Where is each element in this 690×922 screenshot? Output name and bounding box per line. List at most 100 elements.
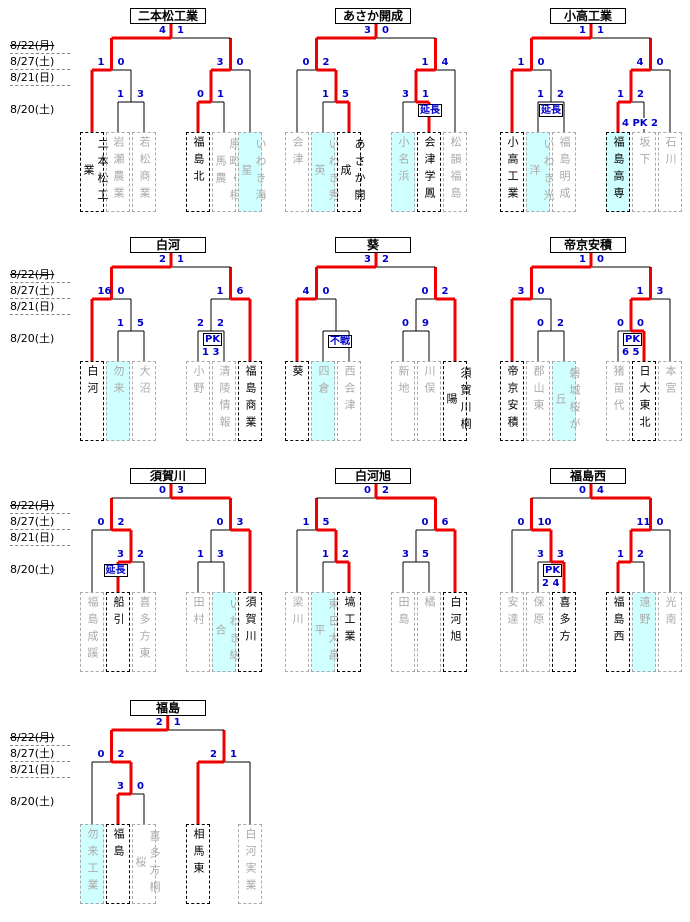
team-card[interactable]: 東日大昌平 bbox=[311, 592, 340, 672]
team-card[interactable]: 石川 bbox=[658, 132, 682, 212]
team-card[interactable]: いわき総合 bbox=[212, 592, 241, 672]
team-card[interactable]: 坂下 bbox=[632, 132, 656, 212]
semi-score: 0 bbox=[537, 57, 545, 68]
team-card[interactable]: 遠野 bbox=[632, 592, 656, 672]
team-card[interactable]: 原町・相馬農 bbox=[212, 132, 241, 212]
final-score-right: 0 bbox=[382, 25, 389, 36]
team-card[interactable]: 橘 bbox=[417, 592, 441, 672]
team-card[interactable]: 福島明成 bbox=[552, 132, 576, 212]
qf-score: 9 bbox=[422, 318, 429, 329]
team-card[interactable]: 二本松工業 bbox=[80, 132, 109, 212]
team-card[interactable]: 四倉 bbox=[311, 361, 335, 441]
bracket-winner-title: 小高工業 bbox=[550, 8, 626, 24]
final-score-left: 3 bbox=[364, 254, 371, 265]
team-name: いわき秀英 bbox=[313, 138, 340, 206]
team-card[interactable]: 勿来 bbox=[106, 361, 130, 441]
team-card[interactable]: 大沼 bbox=[132, 361, 156, 441]
team-card[interactable]: 葵 bbox=[285, 361, 309, 441]
team-card[interactable]: あさか開成 bbox=[337, 132, 366, 212]
bracket-winner-title: 葵 bbox=[335, 237, 411, 253]
team-name: 福島北 bbox=[192, 136, 205, 187]
date-label: 8/27(土) bbox=[10, 515, 55, 528]
team-card[interactable]: 郡山東 bbox=[526, 361, 550, 441]
team-card[interactable]: 若松商業 bbox=[132, 132, 156, 212]
team-card[interactable]: 保原 bbox=[526, 592, 550, 672]
team-card[interactable]: 勿来工業 bbox=[80, 824, 104, 904]
team-card[interactable]: 光南 bbox=[658, 592, 682, 672]
match-note: 1 3 bbox=[201, 347, 221, 358]
team-name: 岩瀬農業 bbox=[112, 136, 125, 204]
match-note: PK bbox=[203, 333, 223, 346]
team-card[interactable]: 猪苗代 bbox=[606, 361, 630, 441]
team-card[interactable]: 清陵情報 bbox=[212, 361, 236, 441]
team-card[interactable]: 喜多方 bbox=[552, 592, 576, 672]
team-card[interactable]: 西会津 bbox=[337, 361, 361, 441]
bracket-winner-title: 二本松工業 bbox=[130, 8, 206, 24]
team-card[interactable]: 磐城桜が丘 bbox=[552, 361, 581, 441]
team-name: 喜多方 bbox=[558, 596, 571, 647]
team-name: 福島明成 bbox=[558, 136, 571, 204]
team-card[interactable]: 喜多方東 bbox=[132, 592, 156, 672]
final-score-left: 3 bbox=[364, 25, 371, 36]
qf-score: 0 bbox=[137, 781, 144, 792]
team-card[interactable]: いわき光洋 bbox=[526, 132, 555, 212]
team-card[interactable]: 須賀川 bbox=[238, 592, 262, 672]
semi-score: 1 bbox=[517, 57, 525, 68]
team-card[interactable]: 白河 bbox=[80, 361, 104, 441]
date-label: 8/21(日) bbox=[10, 763, 55, 776]
qf-score: 1 bbox=[322, 89, 329, 100]
semi-score: 1 bbox=[230, 749, 237, 760]
team-card[interactable]: いわき海星 bbox=[238, 132, 267, 212]
team-card[interactable]: 小名浜 bbox=[391, 132, 415, 212]
team-card[interactable]: 船引 bbox=[106, 592, 130, 672]
team-card[interactable]: 相馬東 bbox=[186, 824, 210, 904]
team-card[interactable]: いわき秀英 bbox=[311, 132, 340, 212]
team-card[interactable]: 小高工業 bbox=[500, 132, 524, 212]
semi-score: 3 bbox=[656, 286, 664, 297]
qf-score: 1 bbox=[197, 549, 204, 560]
team-card[interactable]: 新地 bbox=[391, 361, 415, 441]
team-card[interactable]: 福島 bbox=[106, 824, 130, 904]
semi-score: 2 bbox=[117, 517, 125, 528]
team-card[interactable]: 本宮 bbox=[658, 361, 682, 441]
date-label: 8/27(土) bbox=[10, 55, 55, 68]
date-label: 8/21(日) bbox=[10, 71, 55, 84]
qf-score: 3 bbox=[217, 549, 224, 560]
team-card[interactable]: 白河旭 bbox=[443, 592, 467, 672]
team-name: 本宮 bbox=[664, 365, 677, 399]
team-card[interactable]: 岩瀬農業 bbox=[106, 132, 130, 212]
team-card[interactable]: 須賀川桐陽 bbox=[443, 361, 472, 441]
team-card[interactable]: 福島高専 bbox=[606, 132, 630, 212]
team-card[interactable]: 安達 bbox=[500, 592, 524, 672]
team-card[interactable]: 小野 bbox=[186, 361, 210, 441]
team-card[interactable]: 白河実業 bbox=[238, 824, 262, 904]
team-card[interactable]: 松韻福島 bbox=[443, 132, 467, 212]
team-card[interactable]: 田島 bbox=[391, 592, 415, 672]
team-card[interactable]: 福島北 bbox=[186, 132, 210, 212]
team-card[interactable]: 福島成蹊 bbox=[80, 592, 104, 672]
semi-score: 10 bbox=[537, 517, 552, 528]
team-card[interactable]: 福島西 bbox=[606, 592, 630, 672]
team-card[interactable]: 喜多方桐桜 bbox=[132, 824, 161, 904]
team-card[interactable]: 会津 bbox=[285, 132, 309, 212]
semi-score: 0 bbox=[421, 286, 429, 297]
team-card[interactable]: 帝京安積 bbox=[500, 361, 524, 441]
qf-score: 3 bbox=[117, 781, 124, 792]
qf-score: 5 bbox=[137, 318, 144, 329]
team-name: 勿来 bbox=[112, 365, 125, 399]
team-name: 須賀川桐陽 bbox=[445, 367, 472, 435]
team-card[interactable]: 塙工業 bbox=[337, 592, 361, 672]
semi-score: 3 bbox=[216, 57, 224, 68]
team-card[interactable]: 梁川 bbox=[285, 592, 309, 672]
team-card[interactable]: 田村 bbox=[186, 592, 210, 672]
semi-score: 1 bbox=[97, 57, 105, 68]
team-card[interactable]: 日大東北 bbox=[632, 361, 656, 441]
team-card[interactable]: 福島商業 bbox=[238, 361, 262, 441]
bracket-winner-title: 白河 bbox=[130, 237, 206, 253]
bracket-winner-title: 白河旭 bbox=[335, 468, 411, 484]
semi-score: 16 bbox=[97, 286, 112, 297]
team-card[interactable]: 会津学鳳 bbox=[417, 132, 441, 212]
qf-score: 1 bbox=[322, 549, 329, 560]
semi-score: 0 bbox=[537, 286, 545, 297]
team-card[interactable]: 川俣 bbox=[417, 361, 441, 441]
